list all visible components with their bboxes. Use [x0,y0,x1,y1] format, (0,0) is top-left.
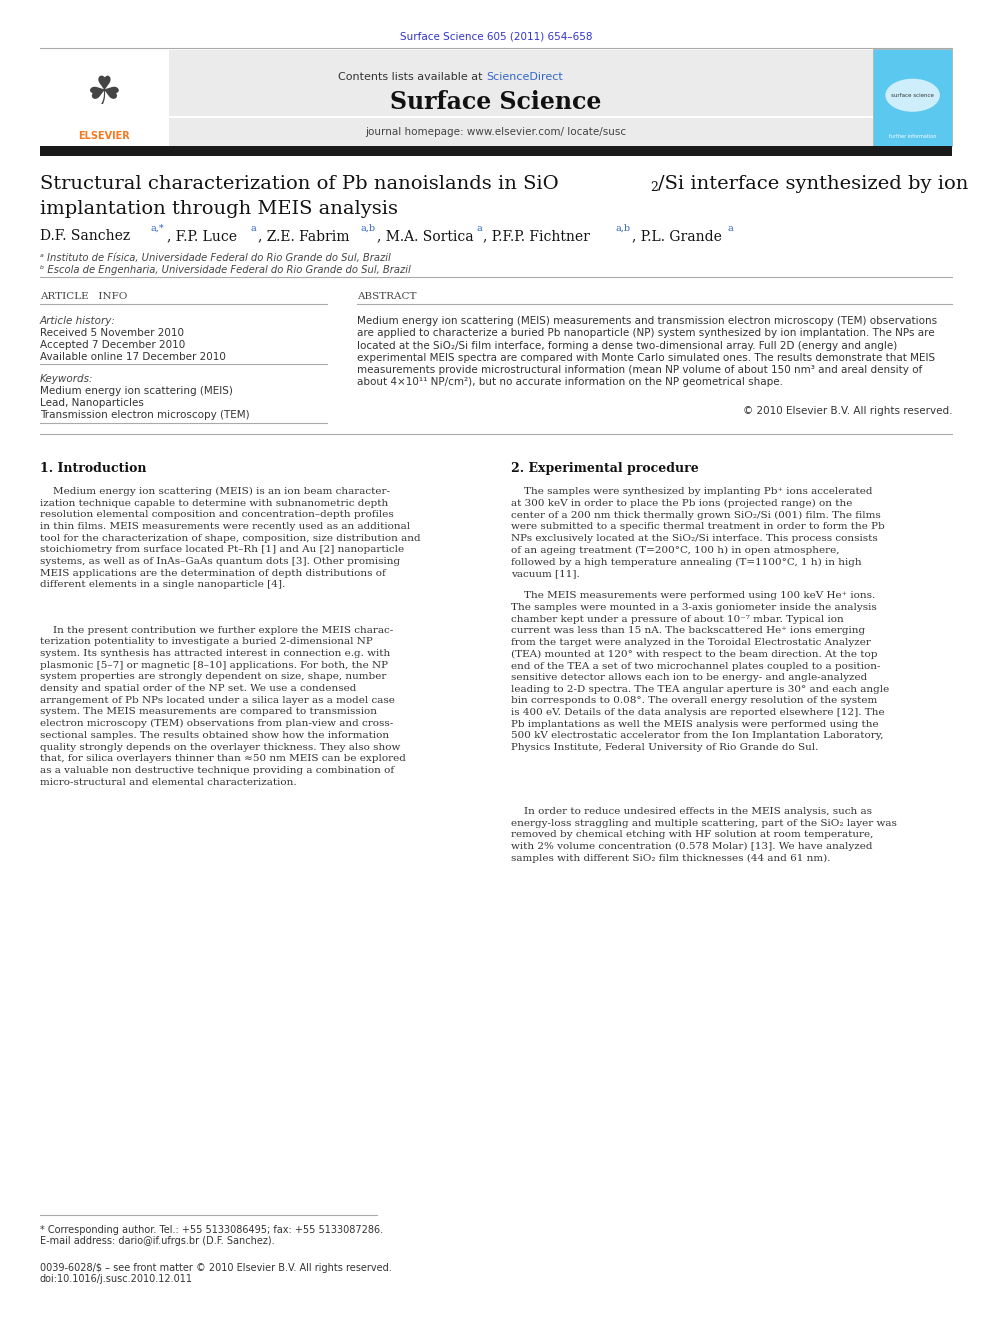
Text: a: a [251,224,257,233]
Text: 2: 2 [650,181,658,194]
Text: /Si interface synthesized by ion: /Si interface synthesized by ion [658,175,968,193]
Text: ☘: ☘ [86,74,122,111]
Text: © 2010 Elsevier B.V. All rights reserved.: © 2010 Elsevier B.V. All rights reserved… [743,406,952,417]
Text: Medium energy ion scattering (MEIS): Medium energy ion scattering (MEIS) [40,386,232,397]
Text: Structural characterization of Pb nanoislands in SiO: Structural characterization of Pb nanois… [40,175,558,193]
Text: Contents lists available at: Contents lists available at [338,71,486,82]
Text: doi:10.1016/j.susc.2010.12.011: doi:10.1016/j.susc.2010.12.011 [40,1274,192,1285]
Text: measurements provide microstructural information (mean NP volume of about 150 nm: measurements provide microstructural inf… [357,365,923,374]
Ellipse shape [885,78,940,111]
Bar [40,49,169,146]
Text: Surface Science 605 (2011) 654–658: Surface Science 605 (2011) 654–658 [400,32,592,42]
Text: , M.A. Sortica: , M.A. Sortica [377,229,478,243]
Text: located at the SiO₂/Si film interface, forming a dense two-dimensional array. Fu: located at the SiO₂/Si film interface, f… [357,340,898,351]
Text: ᵇ Escola de Engenharia, Universidade Federal do Rio Grande do Sul, Brazil: ᵇ Escola de Engenharia, Universidade Fed… [40,265,411,275]
Text: D.F. Sanchez: D.F. Sanchez [40,229,134,243]
Text: surface science: surface science [891,93,934,98]
Text: ELSEVIER: ELSEVIER [78,131,130,142]
Text: a,*: a,* [151,224,165,233]
Bar [873,49,952,146]
Text: a: a [727,224,733,233]
Text: a,b: a,b [360,224,375,233]
Text: Article history:: Article history: [40,316,115,327]
Text: , Z.E. Fabrim: , Z.E. Fabrim [258,229,354,243]
Bar [40,50,873,116]
Text: , P.L. Grande: , P.L. Grande [632,229,726,243]
Bar [40,146,952,156]
Text: are applied to characterize a buried Pb nanoparticle (NP) system synthesized by : are applied to characterize a buried Pb … [357,328,934,339]
Text: The samples were synthesized by implanting Pb⁺ ions accelerated
at 300 keV in or: The samples were synthesized by implanti… [511,487,885,578]
Text: E-mail address: dario@if.ufrgs.br (D.F. Sanchez).: E-mail address: dario@if.ufrgs.br (D.F. … [40,1236,275,1246]
Text: In the present contribution we further explore the MEIS charac-
terization poten: In the present contribution we further e… [40,626,406,787]
Text: ScienceDirect: ScienceDirect [486,71,562,82]
Text: ARTICLE   INFO: ARTICLE INFO [40,292,127,302]
Text: ABSTRACT: ABSTRACT [357,292,417,302]
Text: , F.P. Luce: , F.P. Luce [167,229,241,243]
Text: Medium energy ion scattering (MEIS) measurements and transmission electron micro: Medium energy ion scattering (MEIS) meas… [357,316,937,327]
Text: journal homepage: www.elsevier.com/ locate/susc: journal homepage: www.elsevier.com/ loca… [365,127,627,138]
Text: ᵃ Instituto de Física, Universidade Federal do Rio Grande do Sul, Brazil: ᵃ Instituto de Física, Universidade Fede… [40,253,391,263]
Text: Available online 17 December 2010: Available online 17 December 2010 [40,352,225,363]
Text: Accepted 7 December 2010: Accepted 7 December 2010 [40,340,185,351]
Text: a: a [476,224,482,233]
Text: experimental MEIS spectra are compared with Monte Carlo simulated ones. The resu: experimental MEIS spectra are compared w… [357,353,935,363]
Text: The MEIS measurements were performed using 100 keV He⁺ ions.
The samples were mo: The MEIS measurements were performed usi… [511,591,889,753]
Text: about 4×10¹¹ NP/cm²), but no accurate information on the NP geometrical shape.: about 4×10¹¹ NP/cm²), but no accurate in… [357,377,783,388]
Bar [40,118,873,146]
Text: Keywords:: Keywords: [40,374,93,385]
Text: 0039-6028/$ – see front matter © 2010 Elsevier B.V. All rights reserved.: 0039-6028/$ – see front matter © 2010 El… [40,1263,392,1274]
Text: a,b: a,b [615,224,630,233]
Text: 1. Introduction: 1. Introduction [40,462,146,475]
Text: 2. Experimental procedure: 2. Experimental procedure [511,462,698,475]
Text: Received 5 November 2010: Received 5 November 2010 [40,328,184,339]
Text: implantation through MEIS analysis: implantation through MEIS analysis [40,200,398,218]
Text: Transmission electron microscopy (TEM): Transmission electron microscopy (TEM) [40,410,249,421]
Text: In order to reduce undesired effects in the MEIS analysis, such as
energy-loss s: In order to reduce undesired effects in … [511,807,897,863]
Text: further information: further information [889,134,936,139]
Text: Lead, Nanoparticles: Lead, Nanoparticles [40,398,144,409]
Text: Medium energy ion scattering (MEIS) is an ion beam character-
ization technique : Medium energy ion scattering (MEIS) is a… [40,487,421,589]
Text: , P.F.P. Fichtner: , P.F.P. Fichtner [483,229,594,243]
Text: Surface Science: Surface Science [390,90,602,114]
Text: * Corresponding author. Tel.: +55 5133086495; fax: +55 5133087286.: * Corresponding author. Tel.: +55 513308… [40,1225,383,1236]
